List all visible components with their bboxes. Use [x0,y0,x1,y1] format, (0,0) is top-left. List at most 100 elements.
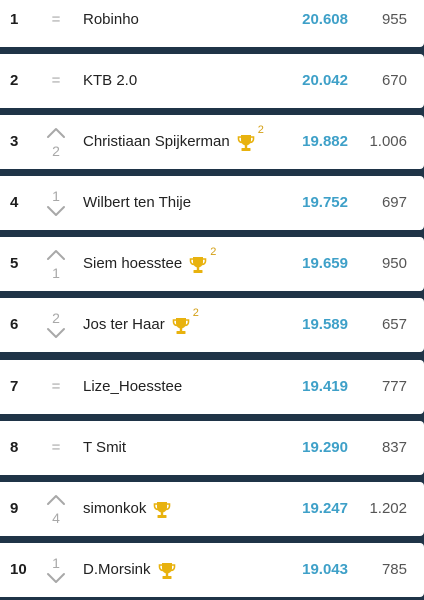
rank-number: 8 [10,439,19,456]
trophy-icon [237,135,255,151]
leaderboard-row[interactable]: 10 1 D.Morsink 19.043 785 [0,543,424,597]
score-value: 19.043 [302,561,348,578]
rank-change: 2 [40,115,72,169]
leaderboard-row[interactable]: 7 = Lize_Hoesstee 19.419 777 [0,360,424,414]
rank-change: 1 [40,543,72,597]
rank-change: 1 [40,237,72,291]
rank-number: 6 [10,316,19,333]
player-name-label: KTB 2.0 [83,72,138,89]
rank-number: 5 [10,255,19,272]
points-value: 670 [381,72,407,89]
player-name[interactable]: Siem hoesstee 2 [83,237,216,291]
rank-change-amount: 1 [52,265,60,281]
leaderboard-row[interactable]: 9 4 simonkok 19.247 1.202 [0,482,424,536]
chevron-down-icon [47,328,65,338]
leaderboard-row[interactable]: 5 1 Siem hoesstee 2 19.659 950 [0,237,424,291]
trophy-badge: 2 [171,308,199,336]
player-name[interactable]: T Smit [83,421,126,475]
player-name[interactable]: KTB 2.0 [83,54,137,108]
player-name-label: Jos ter Haar [83,316,165,333]
trophy-count: 2 [257,124,264,136]
rank-change: = [40,54,72,108]
leaderboard-row[interactable]: 3 2 Christiaan Spijkerman 2 19.882 1.006 [0,115,424,169]
trophy-badge: 2 [236,125,264,153]
score-value: 19.290 [302,439,348,456]
player-name[interactable]: Robinho [83,0,139,47]
rank-unchanged-indicator: = [51,439,61,456]
score-value: 20.042 [302,72,348,89]
rank-unchanged-indicator: = [51,11,61,28]
player-name-label: D.Morsink [83,561,151,578]
rank-change: 1 [40,176,72,230]
rank-number: 1 [10,11,19,28]
rank-number: 7 [10,378,19,395]
rank-change: 4 [40,482,72,536]
points-value: 657 [381,316,407,333]
rank-change-amount: 2 [52,310,60,326]
player-name[interactable]: D.Morsink [83,543,177,597]
rank-number: 9 [10,500,19,517]
rank-number: 10 [10,561,27,578]
trophy-badge: 2 [188,247,216,275]
points-value: 785 [381,561,407,578]
trophy-badge [157,559,177,581]
trophy-icon [158,563,175,579]
rank-change: = [40,360,72,414]
chevron-down-icon [47,573,65,583]
score-value: 19.247 [302,500,348,517]
player-name[interactable]: Lize_Hoesstee [83,360,182,414]
player-name-label: simonkok [83,500,147,517]
score-value: 19.882 [302,133,348,150]
player-name[interactable]: Jos ter Haar 2 [83,298,199,352]
leaderboard-row[interactable]: 8 = T Smit 19.290 837 [0,421,424,475]
leaderboard-row[interactable]: 6 2 Jos ter Haar 2 19.589 657 [0,298,424,352]
trophy-badge [152,498,172,520]
trophy-count: 2 [210,246,217,258]
score-value: 19.752 [302,194,348,211]
points-value: 950 [381,255,407,272]
leaderboard-row[interactable]: 4 1 Wilbert ten Thije 19.752 697 [0,176,424,230]
points-value: 1.202 [369,500,407,517]
chevron-up-icon [47,250,65,260]
points-value: 955 [381,11,407,28]
rank-number: 3 [10,133,19,150]
score-value: 20.608 [302,11,348,28]
points-value: 697 [381,194,407,211]
trophy-icon [189,257,207,273]
trophy-count: 2 [192,307,199,319]
points-value: 777 [381,378,407,395]
rank-change-amount: 4 [52,510,60,526]
chevron-up-icon [47,128,65,138]
rank-unchanged-indicator: = [51,72,61,89]
chevron-down-icon [47,206,65,216]
player-name[interactable]: Christiaan Spijkerman 2 [83,115,264,169]
rank-unchanged-indicator: = [51,378,61,395]
leaderboard-row[interactable]: 2 = KTB 2.0 20.042 670 [0,54,424,108]
score-value: 19.659 [302,255,348,272]
player-name-label: Christiaan Spijkerman [83,133,230,150]
player-name-label: Robinho [83,11,139,28]
player-name-label: T Smit [83,439,127,456]
player-name-label: Siem hoesstee [83,255,183,272]
chevron-up-icon [47,495,65,505]
trophy-icon [172,318,190,334]
player-name[interactable]: Wilbert ten Thije [83,176,191,230]
points-value: 1.006 [369,133,407,150]
rank-change-amount: 1 [52,555,60,571]
rank-number: 2 [10,72,19,89]
player-name[interactable]: simonkok [83,482,172,536]
rank-change: = [40,0,72,47]
player-name-label: Lize_Hoesstee [83,378,183,395]
score-value: 19.589 [302,316,348,333]
rank-change-amount: 1 [52,188,60,204]
rank-number: 4 [10,194,19,211]
player-name-label: Wilbert ten Thije [83,194,192,211]
rank-change: = [40,421,72,475]
trophy-icon [154,502,171,518]
rank-change: 2 [40,298,72,352]
points-value: 837 [381,439,407,456]
rank-change-amount: 2 [52,143,60,159]
score-value: 19.419 [302,378,348,395]
leaderboard-row[interactable]: 1 = Robinho 20.608 955 [0,0,424,47]
